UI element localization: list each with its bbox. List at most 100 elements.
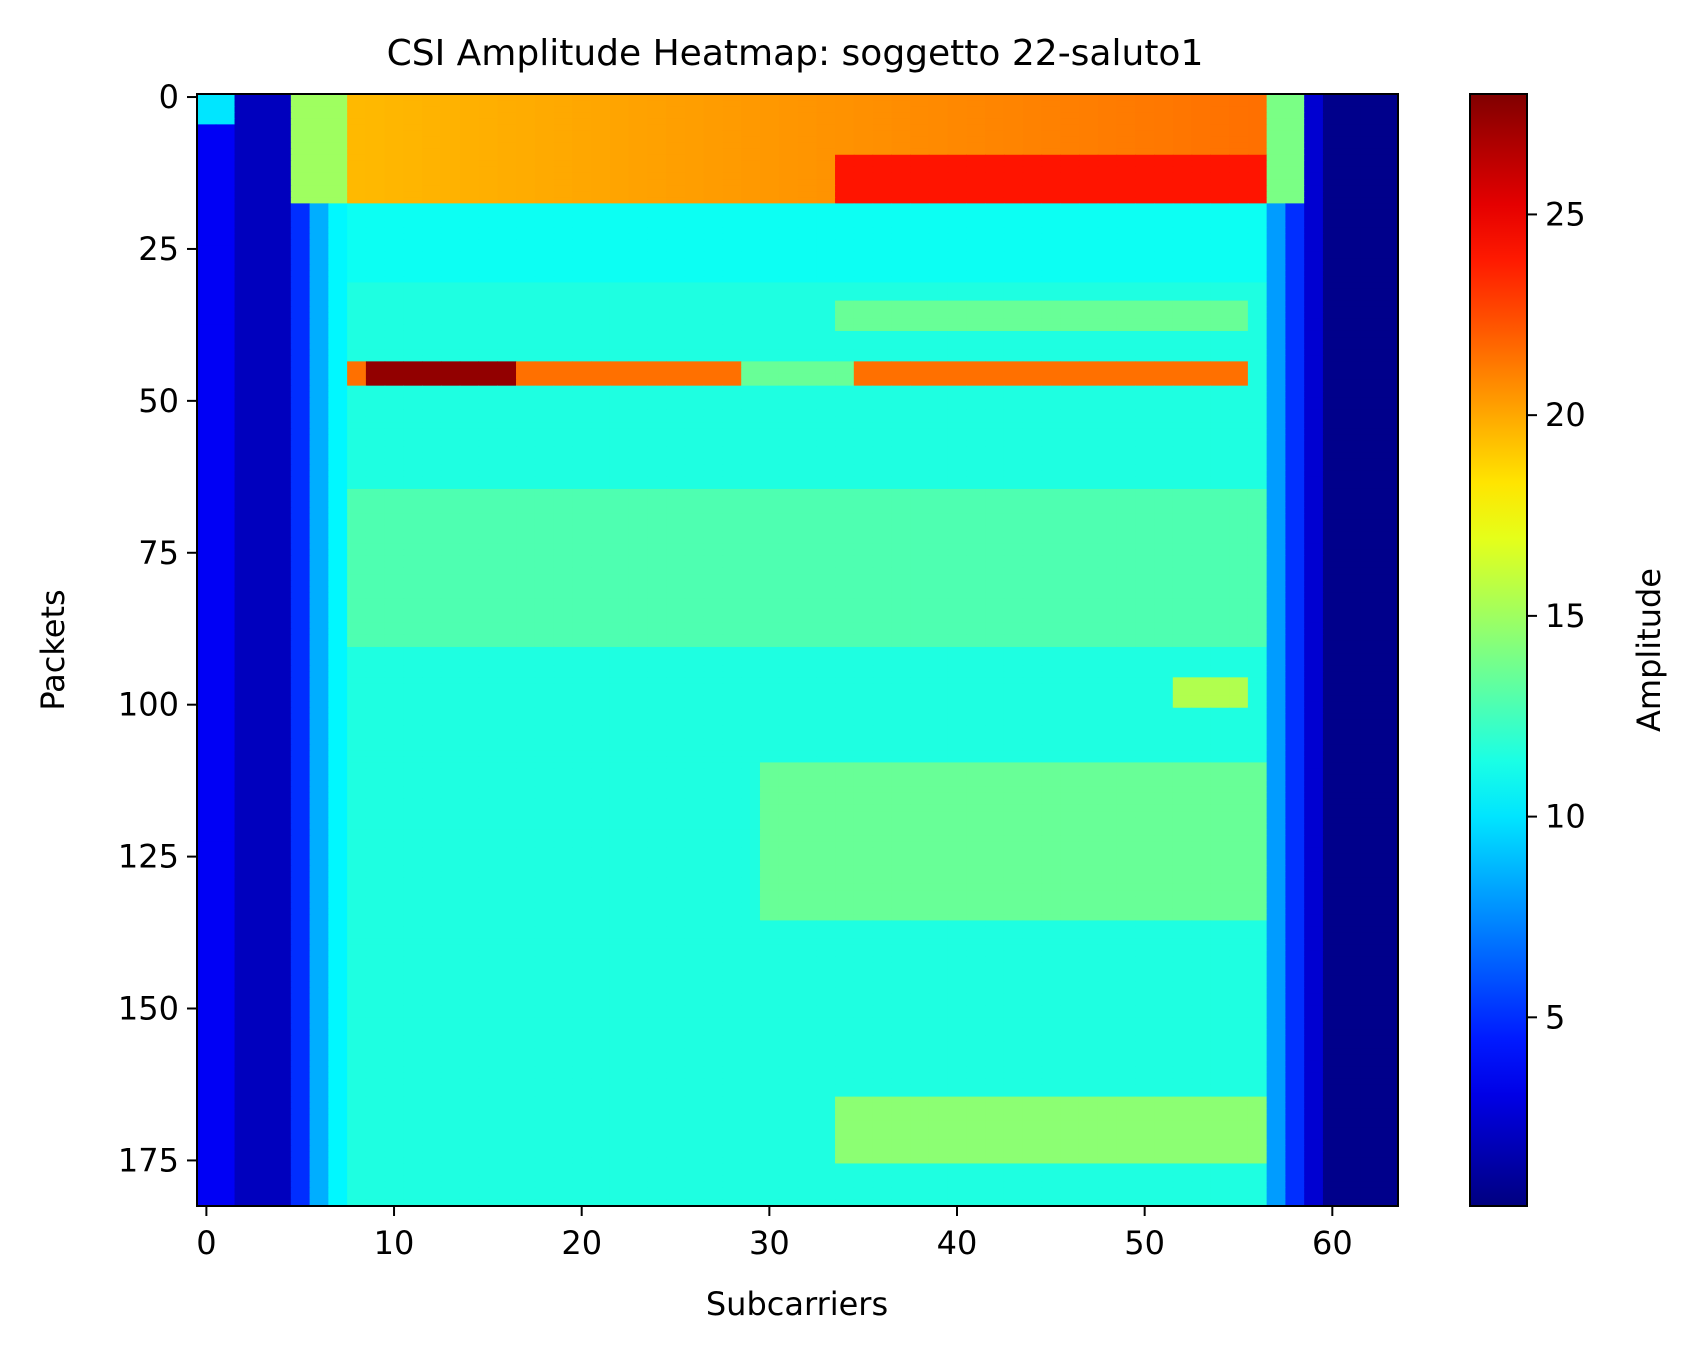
heatmap-cell (778, 112, 799, 119)
heatmap-cell (647, 446, 667, 454)
heatmap-cell (365, 324, 386, 332)
heatmap-cell (290, 233, 311, 241)
heatmap-cell (722, 258, 742, 265)
heatmap-cell (384, 233, 405, 241)
heatmap-cell (966, 185, 986, 192)
heatmap-cell (272, 130, 292, 138)
heatmap-cell (1304, 482, 1324, 490)
heatmap-cell (609, 130, 630, 138)
heatmap-cell (440, 543, 461, 551)
heatmap-cell (1266, 172, 1287, 180)
heatmap-cell (384, 507, 405, 514)
heatmap-cell (1210, 136, 1230, 144)
heatmap-cell (835, 397, 855, 405)
heatmap-cell (722, 239, 742, 247)
heatmap-cell (966, 416, 986, 423)
heatmap-cell (985, 118, 1005, 125)
heatmap-cell (422, 209, 442, 217)
heatmap-cell (459, 179, 480, 186)
heatmap-cell (272, 227, 292, 235)
heatmap-cell (1041, 507, 1061, 514)
heatmap-cell (459, 130, 480, 138)
heatmap-cell (985, 537, 1005, 545)
heatmap-cell (1078, 136, 1099, 144)
heatmap-cell (215, 501, 236, 508)
heatmap-cell (290, 416, 311, 423)
heatmap-cell (1341, 282, 1362, 290)
heatmap-cell (1379, 531, 1398, 539)
heatmap-cell (985, 172, 1005, 180)
heatmap-cell (1154, 264, 1174, 271)
heatmap-cell (1154, 373, 1174, 381)
heatmap-cell (1285, 154, 1305, 162)
heatmap-cell (1341, 428, 1362, 435)
heatmap-cell (741, 100, 761, 107)
heatmap-cell (384, 373, 405, 381)
heatmap-cell (628, 519, 648, 527)
heatmap-cell (891, 221, 911, 229)
heatmap-cell (347, 130, 367, 138)
heatmap-cell (872, 561, 892, 569)
heatmap-cell (647, 185, 667, 192)
heatmap-cell (985, 251, 1005, 259)
heatmap-cell (1266, 434, 1287, 441)
heatmap-cell (1266, 185, 1287, 192)
heatmap-cell (253, 567, 273, 575)
heatmap-cell (947, 422, 967, 429)
heatmap-cell (1041, 203, 1061, 211)
heatmap-cell (628, 373, 648, 381)
heatmap-cell (1116, 440, 1136, 448)
heatmap-cell (272, 112, 292, 119)
heatmap-cell (1154, 166, 1174, 174)
heatmap-cell (1360, 209, 1380, 217)
heatmap-cell (553, 464, 573, 472)
heatmap-cell (553, 318, 573, 326)
heatmap-cell (478, 543, 498, 551)
heatmap-cell (403, 452, 423, 460)
heatmap-cell (1266, 100, 1287, 107)
heatmap-cell (1022, 172, 1043, 180)
heatmap-cell (985, 555, 1005, 563)
heatmap-cell (309, 166, 329, 174)
heatmap-cell (628, 142, 648, 150)
heatmap-cell (647, 94, 667, 101)
heatmap-cell (835, 476, 855, 484)
heatmap-cell (684, 191, 705, 198)
heatmap-cell (647, 531, 667, 539)
heatmap-cell (422, 361, 442, 369)
heatmap-cell (478, 343, 498, 350)
heatmap-cell (966, 367, 986, 375)
heatmap-cell (553, 543, 573, 551)
heatmap-cell (234, 549, 254, 557)
heatmap-cell (778, 282, 799, 290)
heatmap-cell (347, 148, 367, 156)
heatmap-cell (741, 555, 761, 563)
heatmap-cell (1322, 148, 1343, 156)
heatmap-cell (1247, 312, 1268, 320)
heatmap-cell (1304, 440, 1324, 448)
heatmap-cell (722, 409, 742, 417)
heatmap-cell (1041, 537, 1061, 545)
heatmap-cell (272, 422, 292, 429)
heatmap-cell (891, 251, 911, 259)
heatmap-cell (1097, 537, 1118, 545)
heatmap-cell (1266, 337, 1287, 344)
heatmap-cell (1116, 470, 1136, 478)
heatmap-cell (1022, 355, 1043, 362)
heatmap-cell (459, 312, 480, 320)
heatmap-cell (1135, 270, 1155, 277)
heatmap-cell (1304, 245, 1324, 253)
heatmap-cell (1322, 513, 1343, 520)
heatmap-cell (309, 251, 329, 259)
heatmap-cell (253, 154, 273, 162)
heatmap-cell (1078, 239, 1099, 247)
heatmap-cell (1285, 391, 1305, 399)
heatmap-cell (1041, 312, 1061, 320)
heatmap-cell (1078, 507, 1099, 514)
heatmap-cell (1304, 495, 1324, 502)
heatmap-cell (497, 136, 517, 144)
heatmap-cell (290, 282, 311, 290)
heatmap-cell (1022, 288, 1043, 296)
heatmap-cell (1210, 172, 1230, 180)
heatmap-cell (891, 513, 911, 520)
